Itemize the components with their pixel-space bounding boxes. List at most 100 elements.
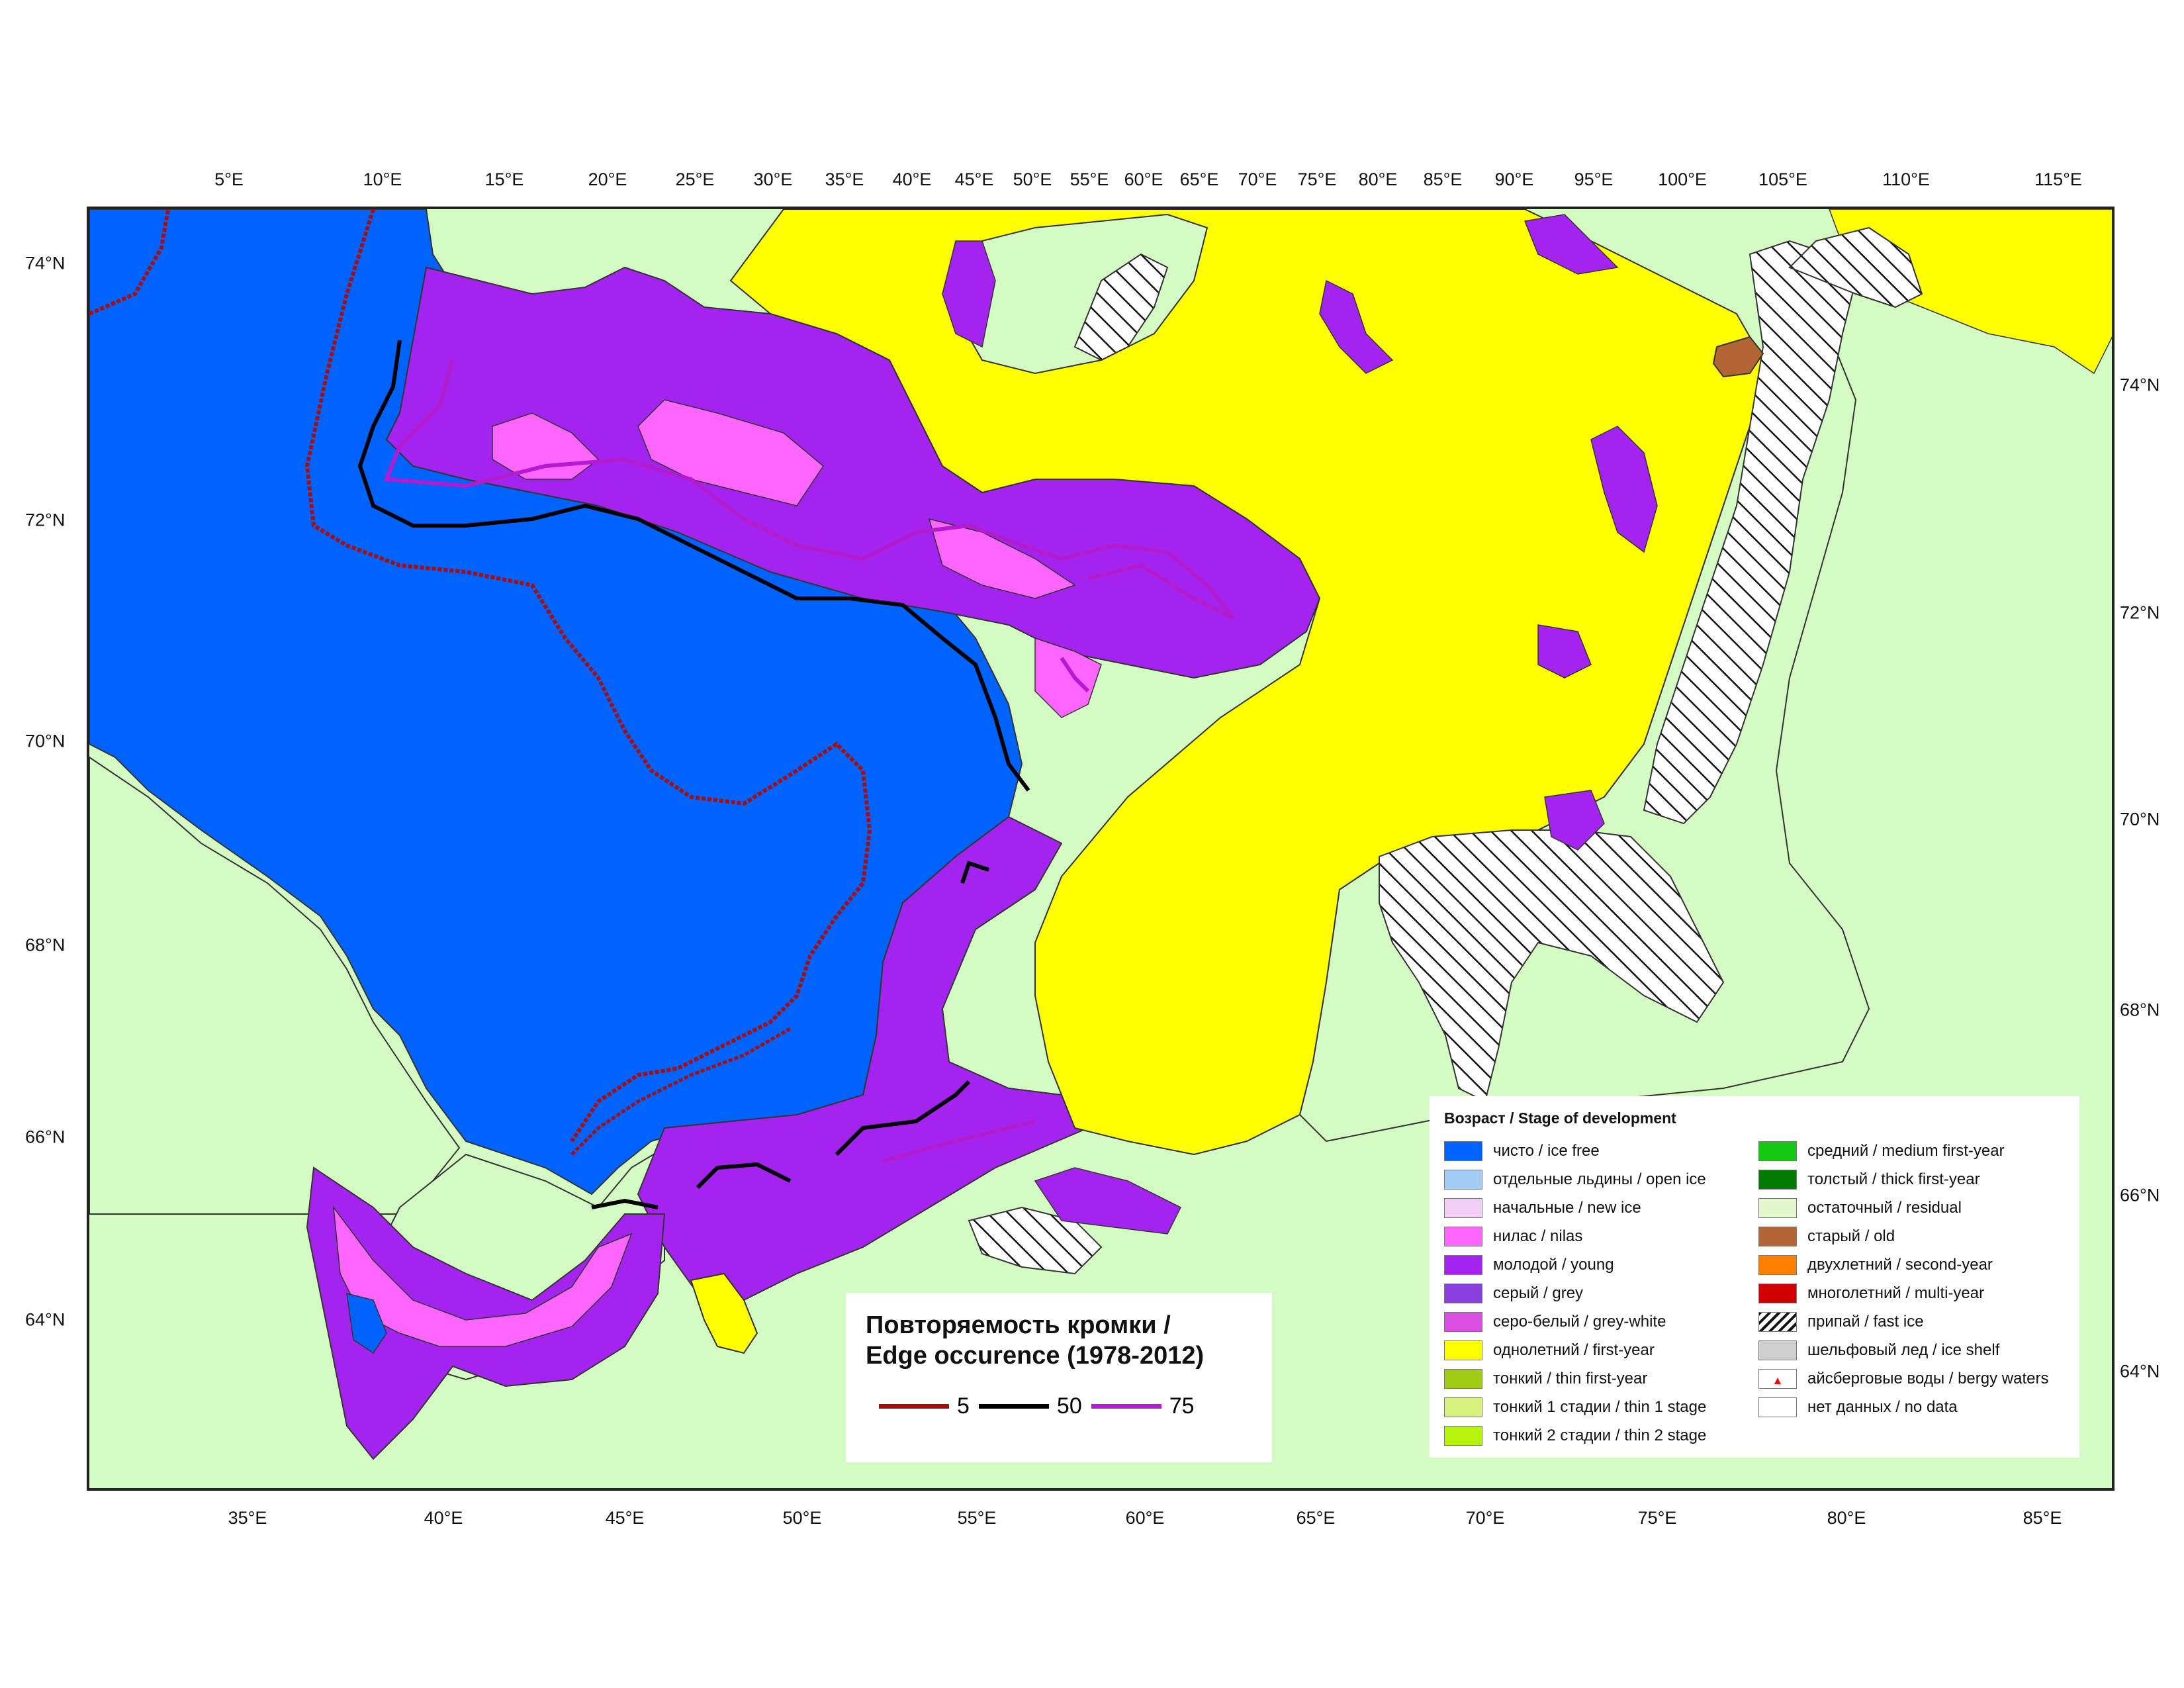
lon-label: 35°E — [825, 169, 864, 189]
legend-item: отдельные льдины / open ice — [1444, 1165, 1751, 1194]
legend-item: начальные / new ice — [1444, 1194, 1751, 1222]
legend-item: припай / fast ice — [1758, 1307, 2065, 1336]
lon-label: 65°E — [1296, 1508, 1336, 1528]
lon-label: 45°E — [605, 1508, 645, 1528]
lon-label: 35°E — [228, 1508, 267, 1528]
lat-label: 68°N — [25, 935, 66, 955]
edge-line-50-d — [591, 1198, 659, 1209]
onega-first-year — [690, 1272, 758, 1354]
edge-line-75-b — [882, 1119, 1036, 1163]
legend-label: айсберговые воды / bergy waters — [1807, 1369, 2049, 1387]
legend-item: остаточный / residual — [1758, 1194, 2065, 1222]
edge-line-50-e — [960, 861, 989, 884]
legend-swatch — [1758, 1226, 1797, 1246]
lat-label: 72°N — [25, 510, 66, 530]
legend-swatch — [1758, 1169, 1797, 1190]
lon-label: 70°E — [1465, 1508, 1505, 1528]
legend-swatch — [1444, 1226, 1482, 1246]
stage-of-development-legend: Возраст / Stage of development чисто / i… — [1430, 1096, 2079, 1458]
old-ice-patch — [1712, 336, 1764, 378]
legend-label: однолетний / first-year — [1493, 1340, 1655, 1359]
legend-item: айсберговые воды / bergy waters — [1758, 1364, 2065, 1393]
legend-label: серо-белый / grey-white — [1493, 1312, 1666, 1331]
lon-label: 75°E — [1637, 1508, 1677, 1528]
legend-label: нилас / nilas — [1493, 1227, 1583, 1245]
edge-legend-title: Повторяемость кромки / Edge occurence (1… — [866, 1310, 1252, 1371]
legend-item: нет данных / no data — [1758, 1393, 2065, 1421]
legend-swatch — [1444, 1311, 1482, 1332]
edge-legend-item: 5 — [879, 1393, 970, 1419]
lat-label: 68°N — [2120, 1000, 2160, 1020]
legend-label: остаточный / residual — [1807, 1198, 1962, 1217]
fast-ice-taymyr — [1788, 226, 1923, 308]
legend-label: отдельные льдины / open ice — [1493, 1170, 1706, 1188]
white-sea-ice — [306, 1166, 666, 1460]
legend-item: толстый / thick first-year — [1758, 1165, 2065, 1194]
legend-item: чисто / ice free — [1444, 1137, 1751, 1165]
edge-line-50-b — [696, 1162, 792, 1190]
lat-label: 72°N — [2120, 602, 2160, 623]
legend-item: молодой / young — [1444, 1250, 1751, 1279]
legend-item: многолетний / multi-year — [1758, 1279, 2065, 1307]
lon-label: 25°E — [675, 169, 715, 189]
legend-swatch — [1758, 1368, 1797, 1389]
nilas-patch-1 — [637, 399, 824, 506]
legend-swatch — [1444, 1169, 1482, 1190]
lon-label: 40°E — [892, 169, 932, 189]
young-kara-4 — [1319, 279, 1394, 374]
fast-ice-nz — [1073, 253, 1169, 361]
legend-label: тонкий 2 стадии / thin 2 stage — [1493, 1426, 1707, 1444]
lat-label: 66°N — [25, 1127, 66, 1147]
legend-item: нилас / nilas — [1444, 1222, 1751, 1250]
legend-swatch — [1758, 1283, 1797, 1303]
legend-swatch — [1444, 1197, 1482, 1218]
edge-legend-lines: 5 50 75 — [866, 1393, 1252, 1419]
legend-swatch — [1758, 1197, 1797, 1218]
lon-label: 70°E — [1238, 169, 1277, 189]
edge-line-50 — [357, 340, 1030, 792]
legend-left-column: чисто / ice free отдельные льдины / open … — [1444, 1137, 1751, 1450]
lon-label: 55°E — [957, 1508, 997, 1528]
legend-label: чисто / ice free — [1493, 1141, 1600, 1160]
legend-label: двухлетний / second-year — [1807, 1255, 1993, 1274]
legend-swatch — [1444, 1368, 1482, 1389]
lon-label: 60°E — [1124, 169, 1163, 189]
legend-label: тонкий / thin first-year — [1493, 1369, 1648, 1387]
legend-swatch — [1444, 1141, 1482, 1161]
lat-label: 74°N — [2120, 375, 2160, 395]
legend-label: шельфовый лед / ice shelf — [1807, 1340, 2000, 1359]
edge-line-swatch — [879, 1404, 949, 1409]
young-kara-3 — [1544, 790, 1605, 851]
lat-label: 70°N — [25, 731, 66, 751]
lon-label: 95°E — [1574, 169, 1614, 189]
legend-swatch — [1758, 1141, 1797, 1161]
legend-item: старый / old — [1758, 1222, 2065, 1250]
lon-label: 85°E — [1423, 169, 1463, 189]
legend-swatch — [1444, 1254, 1482, 1275]
legend-label: толстый / thick first-year — [1807, 1170, 1980, 1188]
edge-line-5-b — [570, 1027, 792, 1156]
legend-label: средний / medium first-year — [1807, 1141, 2005, 1160]
legend-label: многолетний / multi-year — [1807, 1284, 1985, 1302]
edge-legend-item: 50 — [978, 1393, 1082, 1419]
edge-line-5-north — [89, 209, 170, 316]
lon-label: 55°E — [1069, 169, 1109, 189]
lon-label: 60°E — [1125, 1508, 1165, 1528]
lon-label: 110°E — [1882, 169, 1930, 189]
lon-label: 45°E — [954, 169, 994, 189]
legend-label: припай / fast ice — [1807, 1312, 1924, 1331]
lon-label: 50°E — [782, 1508, 822, 1528]
legend-swatch — [1758, 1311, 1797, 1332]
legend-item: тонкий / thin first-year — [1444, 1364, 1751, 1393]
lat-label: 64°N — [2120, 1361, 2160, 1382]
legend-item: серый / grey — [1444, 1279, 1751, 1307]
legend-item: серо-белый / grey-white — [1444, 1307, 1751, 1336]
white-sea-ice-free — [346, 1293, 387, 1354]
young-pechora — [1034, 1167, 1182, 1235]
lat-label: 74°N — [25, 253, 66, 273]
edge-line-label: 75 — [1169, 1393, 1195, 1419]
legend-item: двухлетний / second-year — [1758, 1250, 2065, 1279]
legend-label: молодой / young — [1493, 1255, 1614, 1274]
edge-line-5 — [304, 209, 872, 1143]
legend-item: средний / medium first-year — [1758, 1137, 2065, 1165]
